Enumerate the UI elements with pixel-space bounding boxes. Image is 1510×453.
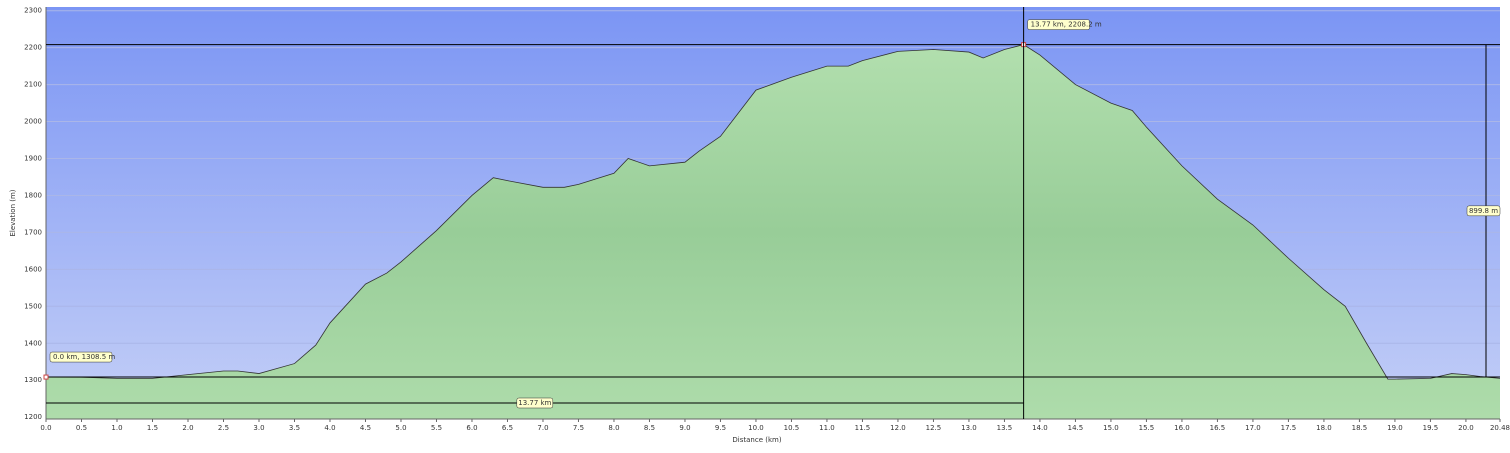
x-tick-label: 18.5 <box>1352 424 1368 432</box>
x-tick-label: 0.0 <box>40 424 51 432</box>
x-tick-label: 6.5 <box>502 424 513 432</box>
x-tick-label: 19.5 <box>1423 424 1439 432</box>
distance-label: 13.77 km <box>518 399 551 407</box>
x-tick-label: 10.5 <box>784 424 800 432</box>
y-tick-label: 1500 <box>24 302 42 310</box>
x-tick-label: 5.5 <box>431 424 442 432</box>
y-tick-label: 1300 <box>24 376 42 384</box>
x-tick-label: 14.5 <box>1068 424 1084 432</box>
y-tick-label: 1400 <box>24 339 42 347</box>
y-tick-label: 2300 <box>24 7 42 15</box>
x-tick-label: 15.0 <box>1103 424 1119 432</box>
x-tick-label: 11.0 <box>819 424 835 432</box>
elevation-label-box <box>1466 205 1501 217</box>
y-tick-label: 1900 <box>24 154 42 162</box>
elevation-label: 899.8 m <box>1469 207 1498 215</box>
x-tick-label: 17.5 <box>1281 424 1297 432</box>
x-tick-label: 15.5 <box>1139 424 1155 432</box>
marker-label: 13.77 km, 2208.2 m <box>1031 21 1102 29</box>
x-tick-label: 0.5 <box>76 424 87 432</box>
area-fill <box>46 44 1500 419</box>
x-tick-label: 9.5 <box>715 424 726 432</box>
x-tick-label: 5.0 <box>395 424 406 432</box>
x-tick-label: 18.0 <box>1316 424 1332 432</box>
x-tick-label: 4.5 <box>360 424 371 432</box>
x-tick-label: 7.5 <box>573 424 584 432</box>
y-tick-label: 2100 <box>24 81 42 89</box>
x-tick-label: 13.5 <box>997 424 1013 432</box>
marker-label-box <box>49 351 113 363</box>
y-tick-label: 1200 <box>24 413 42 421</box>
marker-point <box>43 374 49 380</box>
x-tick-label: 1.5 <box>147 424 158 432</box>
x-tick-label: 12.0 <box>890 424 906 432</box>
y-tick-label: 2000 <box>24 118 42 126</box>
x-tick-label: 11.5 <box>855 424 871 432</box>
x-tick-label: 3.0 <box>253 424 264 432</box>
x-tick-label: 7.0 <box>537 424 548 432</box>
x-tick-label: 16.0 <box>1174 424 1190 432</box>
y-tick-label: 1700 <box>24 228 42 236</box>
x-tick-label: 9.0 <box>679 424 690 432</box>
x-tick-label: 20.0 <box>1458 424 1474 432</box>
profile-line <box>45 44 1501 380</box>
x-tick-label: 10.0 <box>748 424 764 432</box>
x-tick-label: 1.0 <box>111 424 122 432</box>
x-tick-label: 6.0 <box>466 424 477 432</box>
x-tick-label: 13.0 <box>961 424 977 432</box>
x-tick-label: 2.0 <box>182 424 193 432</box>
y-tick-label: 1600 <box>24 265 42 273</box>
x-axis-label: Distance (km) <box>732 436 781 444</box>
x-tick-label: 2.5 <box>218 424 229 432</box>
x-tick-label: 12.5 <box>926 424 942 432</box>
x-tick-label: 3.5 <box>289 424 300 432</box>
x-tick-label: 19.0 <box>1387 424 1403 432</box>
x-tick-label: 8.0 <box>608 424 619 432</box>
x-tick-label: 8.5 <box>644 424 655 432</box>
distance-label-box <box>516 397 554 409</box>
x-tick-label: 4.0 <box>324 424 335 432</box>
y-tick-label: 1800 <box>24 191 42 199</box>
x-tick-label: 20.48 <box>1490 424 1510 432</box>
x-tick-label: 17.0 <box>1245 424 1261 432</box>
y-axis-label: Elevation (m) <box>9 189 17 236</box>
x-tick-label: 16.5 <box>1210 424 1226 432</box>
marker-label: 0.0 km, 1308.5 m <box>53 353 115 361</box>
x-tick-label: 14.0 <box>1032 424 1048 432</box>
y-tick-label: 2200 <box>24 44 42 52</box>
marker-label-box <box>1027 19 1090 30</box>
